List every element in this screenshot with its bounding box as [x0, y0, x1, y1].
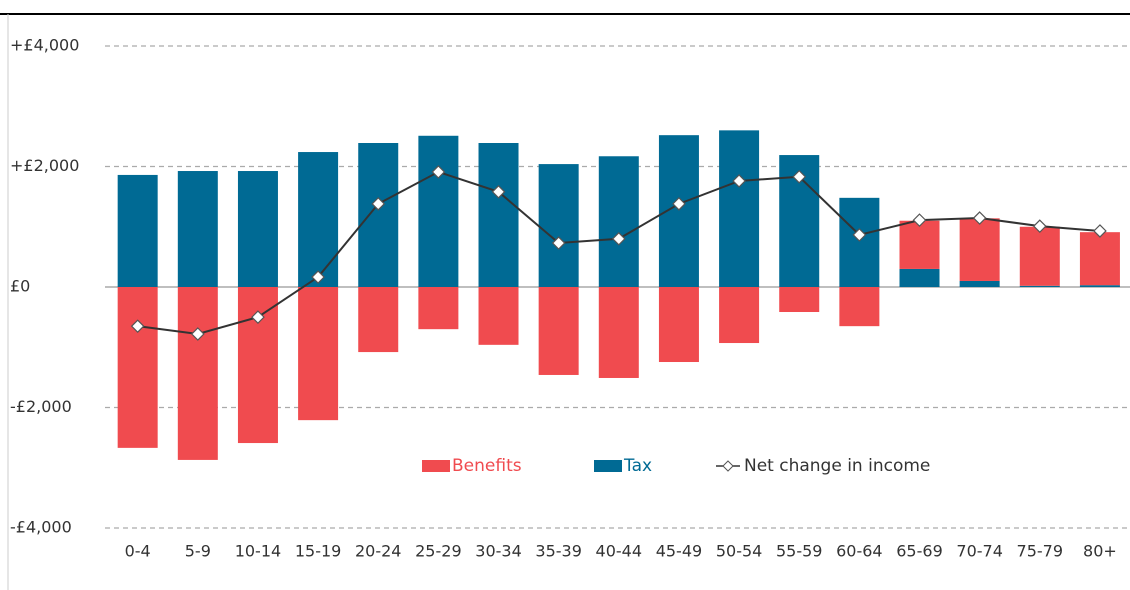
x-tick-label: 45-49 — [656, 542, 703, 561]
bar — [298, 152, 339, 287]
bar — [719, 287, 760, 344]
marker — [1093, 224, 1107, 238]
y-tick-label: +£4,000 — [10, 36, 79, 55]
y-tick-label: -£2,000 — [10, 397, 72, 416]
marker — [611, 231, 626, 246]
bar — [538, 164, 579, 287]
bar — [478, 287, 519, 345]
bar — [899, 220, 940, 269]
x-tick-label: 30-34 — [475, 542, 522, 561]
bar — [598, 156, 639, 287]
legend-marker — [722, 460, 734, 472]
x-tick-label: 70-74 — [956, 542, 1003, 561]
marker — [130, 319, 145, 334]
bar — [478, 143, 519, 287]
y-tick-label: +£2,000 — [10, 156, 79, 175]
x-tick-label: 80+ — [1083, 542, 1117, 561]
marker — [371, 197, 386, 211]
y-tick-label: £0 — [10, 277, 30, 296]
marker — [732, 174, 746, 188]
marker — [251, 310, 265, 324]
bar — [538, 287, 579, 375]
bar — [1019, 226, 1060, 286]
marker — [491, 184, 506, 199]
marker — [672, 197, 686, 211]
bar — [1019, 285, 1060, 287]
bar — [298, 287, 339, 421]
bar — [779, 287, 820, 313]
x-tick-label: 50-54 — [716, 542, 763, 561]
legend-label: Net change in income — [744, 456, 930, 476]
marker — [1032, 219, 1047, 233]
x-tick-label: 5-9 — [185, 542, 211, 561]
x-tick-label: 15-19 — [295, 542, 342, 561]
bar — [418, 287, 459, 330]
bar — [719, 130, 760, 287]
bar — [1079, 232, 1120, 286]
bar — [117, 174, 158, 287]
bar — [839, 197, 880, 287]
x-tick-label: 55-59 — [776, 542, 823, 561]
bar — [899, 268, 940, 287]
x-tick-label: 20-24 — [355, 542, 402, 561]
legend-swatch — [594, 460, 622, 472]
bar — [117, 287, 158, 448]
marker — [972, 211, 987, 225]
legend-label: Benefits — [452, 456, 522, 476]
bar — [658, 287, 699, 363]
bar — [237, 171, 278, 287]
marker — [431, 165, 446, 179]
bar — [358, 287, 399, 353]
bar — [959, 280, 1000, 287]
marker — [551, 236, 566, 250]
x-tick-label: 35-39 — [535, 542, 582, 561]
x-tick-label: 65-69 — [896, 542, 943, 561]
x-tick-label: 60-64 — [836, 542, 883, 561]
x-tick-label: 75-79 — [1017, 542, 1064, 561]
x-tick-label: 10-14 — [235, 542, 282, 561]
bar — [959, 218, 1000, 281]
legend-swatch — [422, 460, 450, 472]
marker — [190, 327, 205, 341]
bar — [177, 287, 218, 460]
bar — [839, 287, 880, 327]
y-tick-label: -£4,000 — [10, 518, 72, 537]
bar — [418, 135, 459, 287]
x-tick-label: 40-44 — [596, 542, 643, 561]
marker — [852, 228, 867, 242]
legend-label: Tax — [623, 456, 652, 476]
marker — [792, 169, 807, 184]
x-tick-label: 0-4 — [125, 542, 151, 561]
marker — [912, 213, 927, 227]
bar — [177, 171, 218, 287]
bar — [358, 143, 399, 287]
bar — [1079, 285, 1120, 287]
x-tick-label: 25-29 — [415, 542, 462, 561]
bar — [598, 287, 639, 378]
marker — [311, 270, 325, 284]
